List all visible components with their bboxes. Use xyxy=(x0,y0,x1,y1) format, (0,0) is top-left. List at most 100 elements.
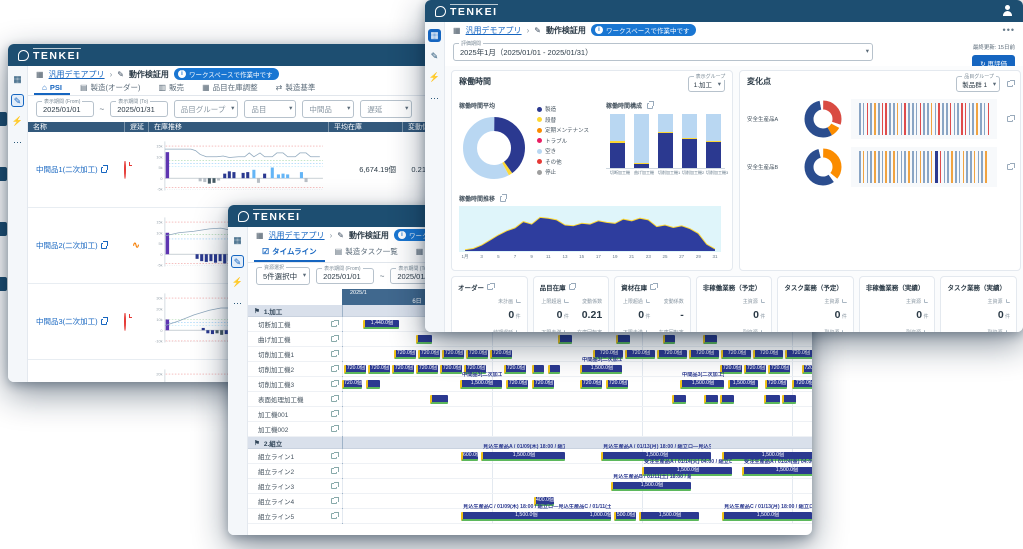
external-link-icon[interactable] xyxy=(331,379,339,387)
external-link-icon[interactable] xyxy=(331,364,339,372)
gantt-task-bar[interactable] xyxy=(366,380,380,389)
gantt-task-bar[interactable]: 400.0個 xyxy=(534,497,554,506)
filter-select-遅延[interactable]: 遅延 xyxy=(360,100,413,118)
gantt-task-bar[interactable]: 1,500.0個 受注生産品A / 01/14(火) 04:00 / 組立ロ— xyxy=(642,459,732,476)
external-link-icon[interactable] xyxy=(331,481,339,489)
tab-タイムライン[interactable]: ☑ タイムライン xyxy=(254,243,325,262)
external-link-icon[interactable] xyxy=(645,329,651,332)
gantt-task-bar[interactable]: 720.0個 xyxy=(792,380,812,389)
more-icon[interactable]: ⋯ xyxy=(13,137,22,147)
gantt-task-bar[interactable]: 720.0個 xyxy=(466,350,488,359)
gantt-task-bar[interactable]: 1,500.0個 中間品3(二次加工) / 01/1— xyxy=(580,357,622,374)
date-from-field[interactable]: 表示期間 (From) 2025/01/01 xyxy=(36,98,94,117)
external-link-icon[interactable] xyxy=(564,298,569,303)
item-link[interactable]: 中間品1(二次加工) xyxy=(28,164,124,175)
external-link-icon[interactable] xyxy=(100,317,109,325)
more-icon[interactable]: ⋯ xyxy=(233,298,242,308)
gantt-task-bar[interactable] xyxy=(720,395,734,404)
external-link-icon[interactable] xyxy=(1007,114,1015,122)
gantt-task-bar[interactable] xyxy=(558,335,572,344)
timeline-track[interactable]: 1,500.0個 見込生産品B / 01/11(土) 18:00 / 組立ロ— xyxy=(342,474,812,493)
external-link-icon[interactable] xyxy=(650,282,658,290)
edit-page-icon[interactable]: ✎ xyxy=(11,94,24,107)
external-link-icon[interactable] xyxy=(923,329,929,332)
gantt-task-bar[interactable]: 720.0個 xyxy=(765,380,787,389)
gantt-task-bar[interactable]: 720.0個 xyxy=(344,365,366,374)
item-link[interactable]: 中間品2(二次加工) xyxy=(28,240,124,251)
bolt-icon[interactable]: ⚡ xyxy=(231,277,244,287)
account-icon[interactable] xyxy=(1001,5,1013,17)
gantt-task-bar[interactable]: 720.0個 xyxy=(506,380,528,389)
gantt-task-bar[interactable]: 1,500.0個 中間品3(二次加工) / 01/1—中間品3(二次加工) / 0… xyxy=(680,372,724,389)
external-link-icon[interactable] xyxy=(516,329,521,332)
timeline-track[interactable] xyxy=(342,332,812,346)
external-link-icon[interactable] xyxy=(1005,298,1011,303)
external-link-icon[interactable] xyxy=(331,409,339,417)
timeline-track[interactable]: 600.0個 1,500.0個 見込生産品A / 01/09(木) 18:00 / … xyxy=(342,444,812,463)
gantt-task-bar[interactable]: 500.0個 xyxy=(614,512,636,521)
external-link-icon[interactable] xyxy=(331,394,339,402)
external-link-icon[interactable] xyxy=(645,298,651,303)
gantt-task-bar[interactable] xyxy=(703,335,717,344)
gantt-task-bar[interactable] xyxy=(663,335,675,344)
item-link[interactable]: 中間品3(二次加工) xyxy=(28,316,124,327)
gantt-task-bar[interactable]: 720.0個 xyxy=(464,365,486,374)
gantt-task-bar[interactable] xyxy=(782,395,796,404)
gantt-task-bar[interactable]: 720.0個 xyxy=(418,350,440,359)
tab-販売[interactable]: ▥ 販売 xyxy=(151,82,193,95)
timeline-track[interactable] xyxy=(342,422,812,436)
external-link-icon[interactable] xyxy=(568,282,577,290)
gantt-task-bar[interactable]: 1,500.0個 見込生産品C / 01/13(月) 18:00 / 組立ロ— xyxy=(722,504,812,521)
gantt-task-bar[interactable]: 1,500.0個 受注生産品A / 01/24(金) 04:00 / 組立ロ— xyxy=(742,459,812,476)
gantt-task-bar[interactable] xyxy=(548,365,560,374)
gantt-task-bar[interactable]: 1,500.0個 中間品3(二次加工) / 01/1— xyxy=(460,372,502,389)
timeline-track[interactable]: 720.0個 720.0個 720.0個 720.0個 720.0個 720.0個 720.… xyxy=(342,347,812,361)
external-link-icon[interactable] xyxy=(760,298,766,303)
gantt-task-bar[interactable] xyxy=(616,335,630,344)
apps-grid-icon[interactable]: ▦ xyxy=(233,235,242,245)
gantt-task-bar[interactable]: 720.0個 xyxy=(504,365,526,374)
external-link-icon[interactable] xyxy=(923,298,929,303)
evaluation-period-select[interactable]: 評価期間 2025年1月（2025/01/01 - 2025/01/31） xyxy=(453,40,873,61)
gantt-task-bar[interactable]: 720.0個 xyxy=(744,365,766,374)
gantt-task-bar[interactable]: 720.0個 xyxy=(657,350,687,359)
edit-page-icon[interactable]: ✎ xyxy=(430,51,439,61)
timeline-track[interactable] xyxy=(342,407,812,421)
timeline-track[interactable]: 720.0個 1,500.0個 中間品3(二次加工) / 01/1— 720.0個 72… xyxy=(342,372,812,391)
timeline-track[interactable]: 1,500.0個 受注生産品A / 01/14(火) 04:00 / 組立ロ— 1,… xyxy=(342,459,812,478)
gantt-task-bar[interactable] xyxy=(704,395,718,404)
filter-select-品目[interactable]: 品目 xyxy=(244,100,297,118)
gantt-task-bar[interactable]: 720.0個 xyxy=(606,380,628,389)
gantt-task-bar[interactable]: 1,500.0個 見込生産品A / 01/09(木) 18:00 / 組立ロ— xyxy=(481,444,565,461)
table-row[interactable]: 中間品1(二次加工) 15k 10k 5k 0 -5k 6,674.19個 0.21 xyxy=(28,132,442,208)
menu-grid-icon[interactable]: ▦ xyxy=(36,69,44,79)
edit-page-icon[interactable]: ✎ xyxy=(231,255,244,268)
gantt-task-bar[interactable]: 720.0個 xyxy=(392,365,414,374)
gantt-task-bar[interactable]: 720.0個 xyxy=(490,350,512,359)
gantt-task-bar[interactable]: 1,500.0個 見込生産品B / 01/11(土) 18:00 / 組立ロ— xyxy=(611,474,691,491)
breadcrumb-app-link[interactable]: 汎用デモアプリ xyxy=(465,25,522,35)
gantt-task-bar[interactable]: 1,500.0個 xyxy=(639,512,699,521)
table-row[interactable]: 20k xyxy=(28,360,442,382)
tab-製造基準[interactable]: ⇄ 製造基準 xyxy=(268,82,324,95)
gantt-task-bar[interactable]: 720.0個 xyxy=(342,380,362,389)
gantt-task-bar[interactable]: 1,500.0個 xyxy=(728,380,758,389)
external-link-icon[interactable] xyxy=(331,424,339,432)
more-icon[interactable]: ••• xyxy=(1002,25,1015,35)
bolt-icon[interactable]: ⚡ xyxy=(11,116,24,126)
external-link-icon[interactable] xyxy=(331,334,339,342)
external-link-icon[interactable] xyxy=(1005,329,1011,332)
external-link-icon[interactable] xyxy=(1007,79,1015,87)
gantt-task-bar[interactable]: 1,500.0個 見込生産品A / 01/13(月) 18:00 / 組立ロ—見込… xyxy=(601,444,711,461)
tab-製造タスク一覧[interactable]: ▤ 製造タスク一覧 xyxy=(327,243,406,262)
resource-select[interactable]: 資源選択 5件選択中 xyxy=(256,264,311,285)
gantt-task-bar[interactable]: 720.0個 xyxy=(768,365,790,374)
external-link-icon[interactable] xyxy=(760,329,766,332)
gantt-task-bar[interactable]: 720.0個 xyxy=(368,365,390,374)
external-link-icon[interactable] xyxy=(331,349,339,357)
gantt-task-bar[interactable]: 720.0個 xyxy=(440,365,462,374)
menu-grid-icon[interactable]: ▦ xyxy=(256,230,264,240)
gantt-task-bar[interactable] xyxy=(430,395,448,404)
tab-PSI[interactable]: ⌂ PSI xyxy=(34,82,70,95)
gantt-task-bar[interactable]: 720.0個 xyxy=(394,350,416,359)
